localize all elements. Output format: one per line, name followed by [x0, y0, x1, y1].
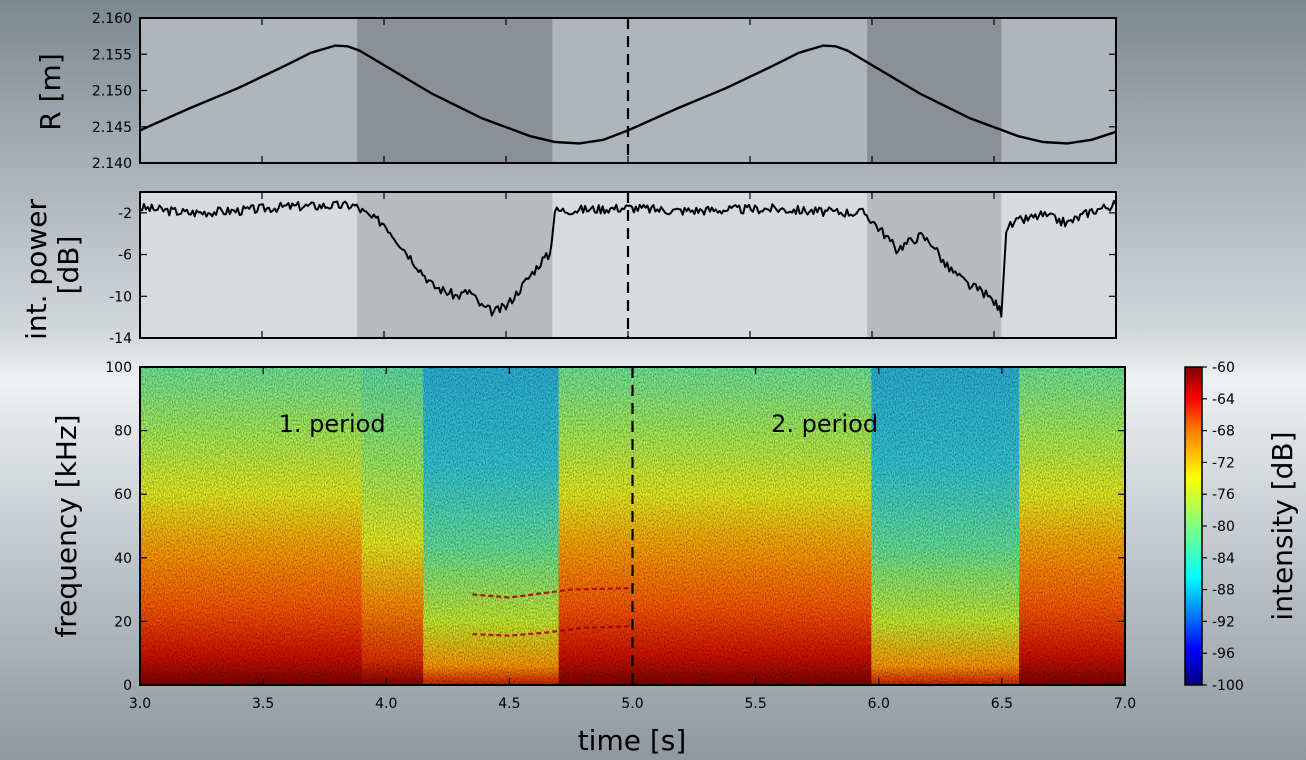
shaded-interval	[357, 192, 553, 338]
y-tick-label: 0	[123, 678, 132, 694]
shaded-interval	[867, 18, 1002, 163]
panel-r: 2.140 2.145 2.150 2.155 2.160 R [m]	[34, 11, 1117, 172]
panel-spectrogram: 0 20 40 60 80 100 3.0 3.5 4.0 4.5 5.0 5.5 6.0 6.5 7.0…	[50, 360, 1136, 757]
x-tick-label: 6.5	[991, 696, 1013, 712]
panel-r-ylabel: R [m]	[34, 53, 67, 130]
shaded-interval	[357, 18, 553, 163]
colorbar: -60 -64 -68 -72 -76 -80 -84 -88 -92 -96 -100 inten…	[1184, 360, 1299, 694]
colorbar-tick-label: -96	[1212, 646, 1235, 662]
x-tick-label: 4.5	[498, 696, 520, 712]
panel-power-ylabel-line2: [dB]	[52, 236, 85, 295]
x-tick-label: 4.0	[375, 696, 397, 712]
y-tick-label: 2.160	[92, 11, 132, 27]
x-tick-label: 7.0	[1114, 696, 1136, 712]
y-tick-label: 2.150	[92, 84, 132, 100]
y-tick-label: 20	[114, 614, 132, 630]
y-tick-label: 100	[105, 360, 132, 376]
y-tick-label: 60	[114, 487, 132, 503]
colorbar-tick-label: -76	[1212, 487, 1235, 503]
colorbar-tick-label: -60	[1212, 360, 1235, 376]
y-tick-label: 80	[114, 424, 132, 440]
y-tick-label: 2.155	[92, 47, 132, 63]
spectrogram-xlabel: time [s]	[578, 724, 687, 757]
x-tick-label: 5.5	[744, 696, 766, 712]
colorbar-tick-label: -72	[1212, 455, 1235, 471]
colorbar-gradient	[1184, 366, 1203, 686]
y-tick-label: -10	[109, 289, 132, 305]
panel-power-ylabel: int. power [dB]	[20, 190, 85, 340]
x-tick-label: 3.5	[252, 696, 274, 712]
period-annotation: 1. period	[279, 410, 386, 438]
colorbar-tick-label: -92	[1212, 614, 1235, 630]
y-tick-label: -2	[118, 206, 132, 222]
y-tick-label: -14	[109, 331, 132, 347]
colorbar-tick-label: -88	[1212, 583, 1235, 599]
colorbar-tick-label: -84	[1212, 551, 1235, 567]
panel-power-ylabel-line1: int. power	[20, 199, 53, 340]
colorbar-tick-label: -64	[1212, 392, 1235, 408]
shaded-interval	[867, 192, 1002, 338]
x-tick-label: 6.0	[868, 696, 890, 712]
spectrogram-noise	[140, 367, 1125, 685]
x-tick-label: 5.0	[621, 696, 643, 712]
y-tick-label: 2.140	[92, 156, 132, 172]
x-tick-label: 3.0	[129, 696, 151, 712]
y-tick-label: -6	[118, 248, 132, 264]
period-annotation: 2. period	[771, 410, 878, 438]
mode-line	[472, 586, 633, 599]
colorbar-tick-label: -68	[1212, 424, 1235, 440]
mode-line	[472, 625, 633, 637]
series-line	[140, 199, 1116, 318]
colorbar-label: intensity [dB]	[1266, 431, 1299, 620]
spectrogram-ylabel: frequency [kHz]	[50, 414, 83, 637]
colorbar-tick-label: -100	[1212, 678, 1244, 694]
y-tick-label: 2.145	[92, 120, 132, 136]
colorbar-tick-label: -80	[1212, 519, 1235, 535]
panel-power: -14 -10 -6 -2 int. power [dB]	[20, 190, 1117, 347]
y-tick-label: 40	[114, 551, 132, 567]
